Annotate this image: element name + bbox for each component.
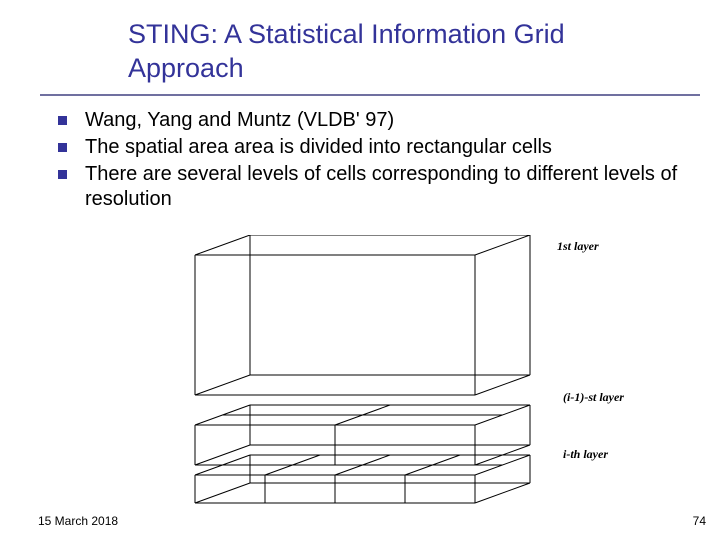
page-title: STING: A Statistical Information Grid Ap… [128, 18, 680, 86]
layer-label-1: 1st layer [557, 239, 599, 254]
layered-grid-diagram: 1st layer (i-1)-st layer i-th layer [165, 235, 685, 505]
list-item: Wang, Yang and Muntz (VLDB' 97) [58, 108, 690, 133]
bullet-list: Wang, Yang and Muntz (VLDB' 97) The spat… [0, 96, 720, 212]
diagram-svg [165, 235, 685, 515]
list-item: The spatial area area is divided into re… [58, 135, 690, 160]
layer-label-3: i-th layer [563, 447, 608, 462]
title-area: STING: A Statistical Information Grid Ap… [0, 0, 680, 86]
bullet-text: Wang, Yang and Muntz (VLDB' 97) [85, 108, 394, 133]
list-item: There are several levels of cells corres… [58, 162, 690, 212]
layer-label-2: (i-1)-st layer [563, 390, 624, 405]
bullet-text: There are several levels of cells corres… [85, 162, 690, 212]
footer-page: 74 [693, 514, 706, 528]
square-bullet-icon [58, 170, 67, 179]
square-bullet-icon [58, 116, 67, 125]
footer-date: 15 March 2018 [38, 514, 118, 528]
bullet-text: The spatial area area is divided into re… [85, 135, 552, 160]
square-bullet-icon [58, 143, 67, 152]
